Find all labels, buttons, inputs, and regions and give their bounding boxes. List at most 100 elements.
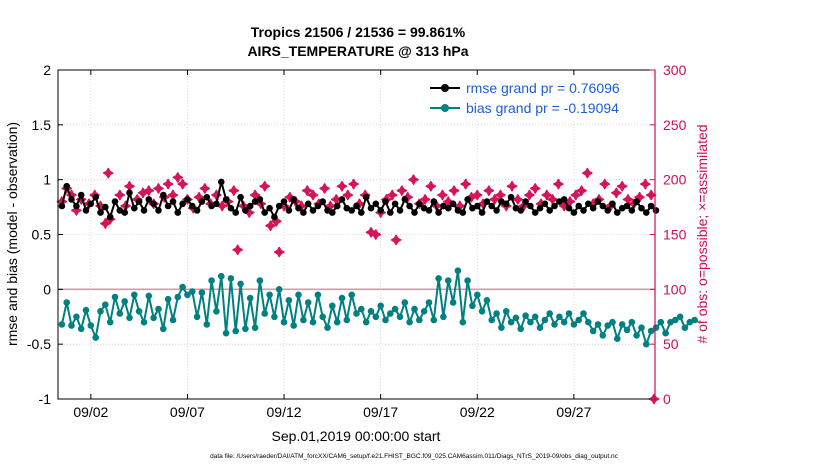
bias-point	[454, 267, 462, 275]
rmse-point	[309, 207, 317, 214]
bias-point	[672, 316, 679, 324]
obs-count-marker	[582, 167, 593, 179]
obs-count-marker	[616, 180, 628, 192]
rmse-point	[522, 198, 529, 205]
rmse-point	[633, 198, 640, 205]
bias-point	[536, 324, 544, 332]
right-y-tick-label: 300	[663, 62, 687, 78]
bias-point	[643, 340, 650, 348]
obs-count-marker	[599, 178, 611, 190]
legend: rmse grand pr = 0.76096 bias grand pr = …	[424, 76, 650, 120]
rmse-point	[329, 209, 336, 216]
bias-point	[358, 305, 365, 313]
bias-point	[116, 310, 124, 317]
x-tick-label: 09/27	[556, 404, 591, 420]
rmse-point	[319, 198, 327, 205]
rmse-point	[102, 203, 109, 211]
bias-point	[681, 324, 689, 332]
rmse-point	[493, 207, 500, 214]
bias-point	[638, 324, 645, 332]
data-file-footnote: data file: /Users/raeder/DAI/ATM_forcXX/…	[210, 453, 619, 460]
bias-point	[512, 314, 520, 322]
left-y-tick-label: 1.5	[32, 117, 52, 133]
obs-count-marker	[153, 183, 164, 194]
legend-bias-marker	[441, 104, 449, 112]
bias-point	[425, 299, 433, 306]
bias-point	[507, 318, 515, 326]
rmse-point	[546, 207, 553, 214]
bias-point	[242, 325, 249, 333]
rmse-point	[362, 193, 370, 201]
rmse-point	[164, 202, 172, 210]
rmse-point	[401, 196, 409, 203]
obs-count-marker	[576, 185, 587, 196]
rmse-point	[242, 207, 249, 214]
obs-count-marker	[167, 189, 179, 201]
left-y-axis-ticks: -1 -0.5 0 0.5 1 1.5 2	[27, 62, 63, 407]
bias-point	[647, 327, 655, 335]
bias-point	[420, 308, 428, 315]
obs-count-marker	[265, 220, 276, 232]
rmse-point	[396, 207, 404, 214]
bias-point	[445, 277, 452, 284]
rmse-point	[271, 213, 278, 221]
bias-point	[271, 313, 278, 321]
rmse-point	[58, 202, 66, 210]
right-y-tick-label: 150	[663, 227, 687, 243]
bias-point	[237, 280, 244, 288]
rmse-point	[131, 204, 138, 212]
rmse-point	[570, 209, 578, 216]
rmse-point	[97, 209, 104, 216]
obs-count-marker	[425, 180, 437, 192]
right-y-tick-label: 100	[663, 281, 687, 297]
bias-point	[246, 294, 254, 302]
bias-point	[599, 332, 607, 339]
rmse-point	[304, 200, 312, 208]
rmse-point	[353, 202, 360, 210]
obs-count-marker	[483, 185, 495, 196]
bias-point	[222, 329, 230, 337]
rmse-point	[150, 200, 157, 208]
left-y-axis-label: rmse and bias (model - observation)	[4, 122, 20, 346]
legend-rmse-marker	[441, 84, 449, 92]
obs-count-marker	[71, 205, 82, 216]
bias-point	[435, 275, 442, 282]
bias-point	[633, 332, 640, 339]
bias-point	[106, 318, 114, 326]
right-y-tick-label: 0	[663, 391, 671, 407]
right-y-tick-label: 250	[663, 117, 687, 133]
bias-point	[440, 313, 447, 321]
bias-point	[430, 316, 438, 324]
left-y-tick-label: 1	[43, 172, 51, 188]
rmse-point	[387, 209, 394, 216]
obs-count-marker	[336, 180, 348, 192]
bias-point	[126, 314, 133, 322]
bias-point	[213, 308, 220, 315]
rmse-point	[184, 196, 191, 203]
bias-point	[382, 316, 389, 324]
bias-point	[266, 291, 273, 299]
bias-point	[155, 305, 162, 313]
bias-point	[362, 318, 370, 326]
rmse-point	[372, 200, 380, 208]
bias-point	[406, 318, 413, 326]
rmse-point	[295, 204, 302, 212]
obs-count-marker	[199, 183, 211, 194]
bias-point	[319, 313, 327, 321]
left-y-tick-label: -0.5	[27, 336, 51, 352]
bias-point	[261, 310, 269, 317]
chart-title-line2: AIRS_TEMPERATURE @ 313 hPa	[247, 43, 468, 59]
bias-point	[304, 299, 312, 306]
obs-count-marker	[114, 189, 126, 201]
obs-count-marker	[319, 183, 330, 194]
bias-point	[618, 321, 626, 328]
rmse-point	[604, 207, 611, 214]
bias-point	[585, 318, 592, 326]
x-tick-label: 09/17	[363, 404, 398, 420]
rmse-point	[261, 209, 269, 216]
bias-point	[280, 318, 288, 326]
bias-point	[251, 324, 259, 332]
bias-point	[531, 313, 539, 321]
obs-count-marker	[396, 185, 408, 196]
